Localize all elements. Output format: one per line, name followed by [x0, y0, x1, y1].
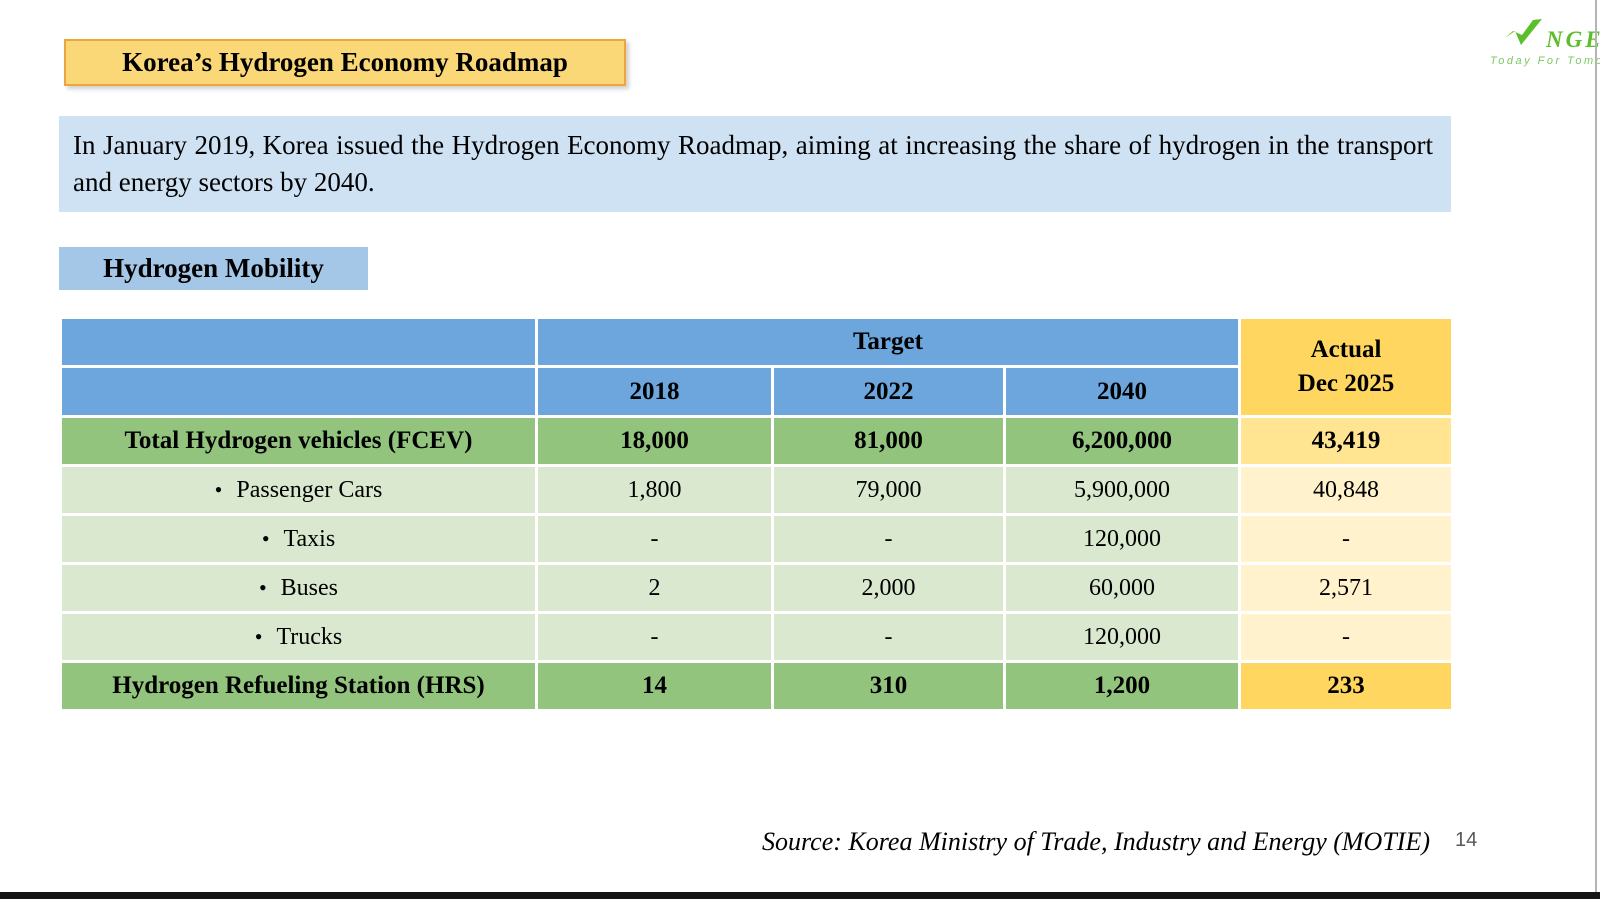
actual-header-line1: Actual [1310, 336, 1382, 363]
actual-header-line2: Dec 2025 [1297, 370, 1395, 397]
intro-text: In January 2019, Korea issued the Hydrog… [59, 116, 1451, 212]
actual-cell: - [1238, 513, 1455, 565]
value-cell: 14 [535, 660, 774, 712]
table-header-row-1: Target Actual Dec 2025 [59, 316, 1455, 418]
value-cell: 60,000 [1002, 562, 1242, 614]
year-header-2018: 2018 [535, 365, 774, 418]
table-row-fcev-total: Total Hydrogen vehicles (FCEV) 18,000 81… [59, 415, 1455, 467]
value-cell: 18,000 [535, 415, 774, 467]
value-cell: 6,200,000 [1002, 415, 1242, 467]
row-label: • Trucks [59, 611, 538, 663]
value-cell: 1,200 [1002, 660, 1242, 712]
bullet-icon: • [258, 574, 267, 600]
row-label-text: Trucks [276, 623, 343, 650]
value-cell: 79,000 [771, 464, 1006, 516]
actual-cell: 40,848 [1238, 464, 1455, 516]
value-cell: 81,000 [771, 415, 1006, 467]
logo-tagline: Today For Tomorrow [1490, 55, 1600, 67]
row-label: • Taxis [59, 513, 538, 565]
table-row-taxis: • Taxis - - 120,000 - [59, 513, 1455, 565]
year-header-2040: 2040 [1002, 365, 1242, 418]
actual-cell: 233 [1238, 660, 1455, 712]
company-logo: NGE Today For Tomorrow [1488, 12, 1600, 67]
actual-header-cell: Actual Dec 2025 [1238, 316, 1455, 418]
blank-header-cell [59, 365, 538, 418]
value-cell: - [771, 611, 1006, 663]
table-header-row-2: 2018 2022 2040 [59, 365, 1453, 418]
row-label: Hydrogen Refueling Station (HRS) [59, 660, 538, 712]
table-row-passenger-cars: • Passenger Cars 1,800 79,000 5,900,000 4… [59, 464, 1455, 516]
section-label-hydrogen-mobility: Hydrogen Mobility [59, 247, 368, 290]
logo-brand: NGE [1504, 12, 1600, 52]
table-row-buses: • Buses 2 2,000 60,000 2,571 [59, 562, 1455, 614]
row-label: • Buses [59, 562, 538, 614]
actual-cell: 2,571 [1238, 562, 1455, 614]
value-cell: - [535, 513, 774, 565]
source-citation: Source: Korea Ministry of Trade, Industr… [762, 827, 1430, 856]
row-label-text: Buses [280, 574, 339, 601]
roadmap-table: Target Actual Dec 2025 2018 2022 2040 To… [59, 316, 1455, 712]
viewer-bottom-edge [0, 892, 1600, 899]
actual-cell: 43,419 [1238, 415, 1455, 467]
logo-v-check-icon [1505, 19, 1542, 45]
actual-cell: - [1238, 611, 1455, 663]
row-label: Total Hydrogen vehicles (FCEV) [59, 415, 538, 467]
blank-header-cell [59, 316, 538, 368]
year-header-2022: 2022 [771, 365, 1006, 418]
value-cell: 5,900,000 [1002, 464, 1242, 516]
value-cell: 1,800 [535, 464, 774, 516]
target-header-cell: Target [534, 316, 1242, 368]
table-row-trucks: • Trucks - - 120,000 - [59, 611, 1455, 663]
value-cell: 120,000 [1002, 611, 1242, 663]
viewer-right-edge [1595, 0, 1597, 893]
slide-title: Korea’s Hydrogen Economy Roadmap [64, 39, 626, 86]
value-cell: - [771, 513, 1006, 565]
value-cell: - [535, 611, 774, 663]
row-label-text: Passenger Cars [236, 476, 383, 503]
row-label: • Passenger Cars [59, 464, 538, 516]
row-label-text: Taxis [283, 525, 336, 552]
bullet-icon: • [214, 476, 223, 502]
bullet-icon: • [261, 525, 270, 551]
table-row-hrs-total: Hydrogen Refueling Station (HRS) 14 310 … [59, 660, 1455, 712]
value-cell: 2,000 [771, 562, 1006, 614]
value-cell: 2 [535, 562, 774, 614]
value-cell: 310 [771, 660, 1006, 712]
logo-text: NGE [1546, 27, 1600, 52]
page-number: 14 [1455, 829, 1478, 851]
value-cell: 120,000 [1002, 513, 1242, 565]
bullet-icon: • [254, 623, 263, 649]
